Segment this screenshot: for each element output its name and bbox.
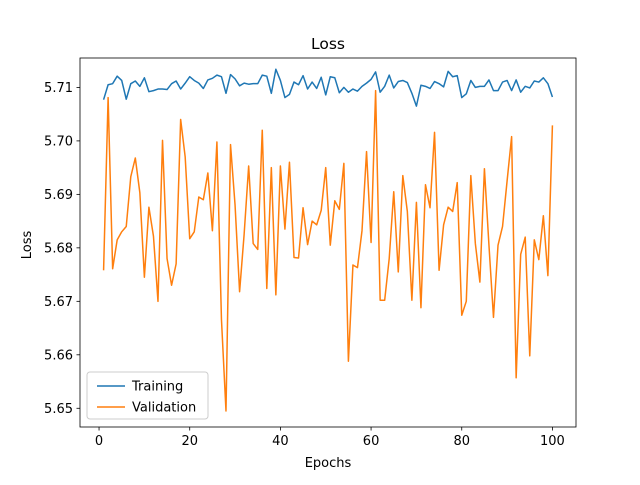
- y-tick-label: 5.68: [44, 241, 73, 256]
- series-line-validation: [102, 89, 554, 412]
- legend: Training Validation: [86, 371, 209, 420]
- x-axis-label: Epochs: [305, 456, 352, 471]
- y-tick-label: 5.66: [44, 348, 73, 363]
- legend-label-validation: Validation: [132, 401, 196, 416]
- series-line-training: [102, 68, 554, 107]
- chart-title: Loss: [311, 35, 345, 53]
- y-tick-label: 5.71: [44, 81, 73, 96]
- y-tick-label: 5.67: [44, 295, 73, 310]
- y-tick-label: 5.70: [44, 134, 73, 149]
- plot-frame: [79, 57, 577, 428]
- x-tick-label: 20: [181, 434, 198, 449]
- y-tick-label: 5.69: [44, 188, 73, 203]
- x-tick-label: 100: [540, 434, 565, 449]
- y-tick-label: 5.65: [44, 402, 73, 417]
- x-tick-label: 60: [363, 434, 380, 449]
- x-tick-label: 80: [453, 434, 470, 449]
- y-axis-label: Loss: [20, 231, 35, 260]
- legend-label-training: Training: [131, 380, 183, 395]
- x-tick-label: 0: [95, 434, 103, 449]
- plot-area: [102, 68, 554, 412]
- x-tick-label: 40: [272, 434, 289, 449]
- axes: 0 20 40 60 80 100 5.65 5.66 5.67 5.68 5.69 5.70 5.71: [44, 57, 577, 449]
